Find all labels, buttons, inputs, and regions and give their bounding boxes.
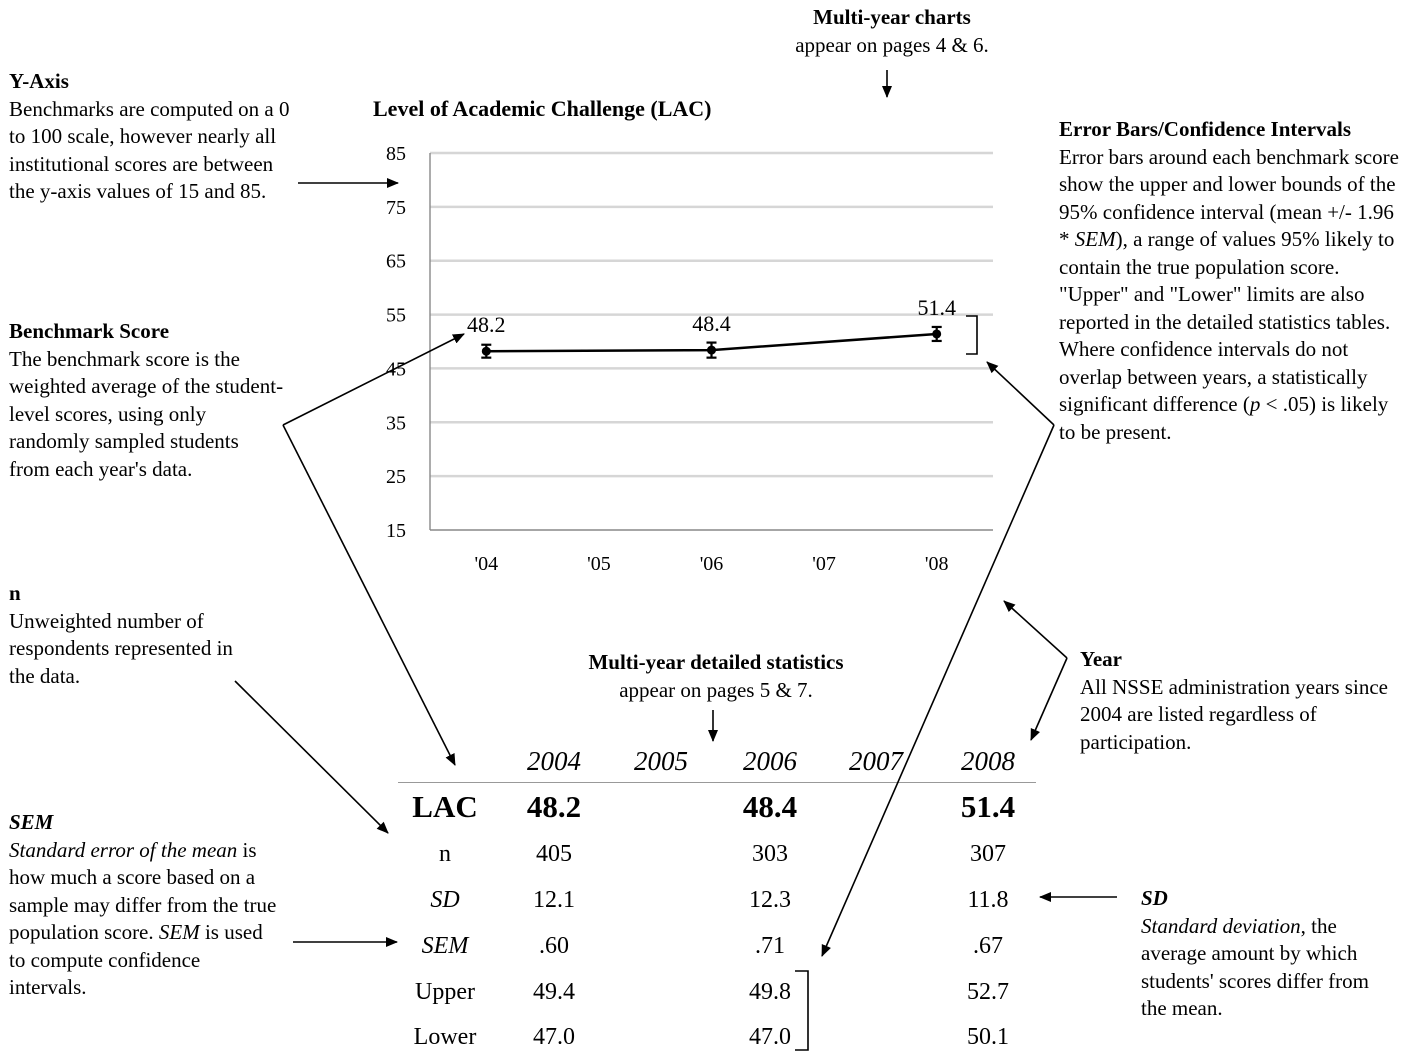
- year-header-2006: 2006: [743, 746, 797, 776]
- y-tick-label: 15: [386, 520, 406, 542]
- chart-y-ticks: 15 25 35 45 55 65 75 85: [386, 143, 406, 542]
- sd-annotation-title: SD: [1141, 886, 1168, 910]
- year-header-2007: 2007: [849, 746, 903, 776]
- sem-annotation-text-a: Standard error of the mean: [9, 837, 238, 862]
- y-tick-label: 45: [386, 358, 406, 380]
- table-cell: 49.8: [749, 979, 791, 1005]
- table-cell: 52.7: [967, 979, 1009, 1005]
- chart-x-ticks: '04 '05 '06 '07 '08: [474, 553, 948, 575]
- data-point: [481, 346, 491, 356]
- table-cell: 50.1: [967, 1024, 1009, 1050]
- data-label: 48.4: [692, 311, 731, 336]
- arrow-year-to-chart: [1003, 600, 1068, 659]
- n-annotation-title: n: [9, 581, 21, 605]
- year-annotation: Year All NSSE administration years since…: [1080, 646, 1390, 756]
- error-bars-title: Error Bars/Confidence Intervals: [1059, 117, 1352, 141]
- yaxis-annotation: Y-Axis Benchmarks are computed on a 0 to…: [9, 68, 304, 206]
- data-point: [707, 345, 716, 355]
- row-label-lower: Lower: [413, 1024, 477, 1050]
- error-bars-text-b: SEM: [1074, 227, 1116, 251]
- yaxis-annotation-title: Y-Axis: [9, 69, 69, 93]
- table-cell: 405: [536, 841, 572, 867]
- error-bars-text-d: p: [1249, 392, 1261, 416]
- n-annotation: n Unweighted number of respondents repre…: [9, 580, 254, 690]
- table-cell: 11.8: [967, 887, 1009, 913]
- table-cell: 48.2: [526, 789, 582, 824]
- table-cell: 47.0: [533, 1024, 575, 1050]
- multiyear-stats-title: Multi-year detailed statistics: [588, 650, 844, 674]
- multiyear-charts-text: appear on pages 4 & 6.: [795, 32, 989, 57]
- y-tick-label: 75: [386, 197, 406, 219]
- sem-annotation-text-b: is how much a score based on a sample ma…: [9, 837, 277, 945]
- year-annotation-text: All NSSE administration years since 2004…: [1080, 674, 1388, 754]
- y-tick-label: 85: [386, 143, 406, 165]
- y-tick-label: 65: [386, 251, 406, 273]
- table-cell: .67: [973, 933, 1003, 959]
- sem-annotation-text-c: SEM: [158, 920, 200, 944]
- stats-header-divider: [398, 782, 1036, 783]
- table-cell: 48.4: [742, 789, 798, 824]
- error-bars-text-a: Error bars around each benchmark score s…: [1059, 144, 1399, 252]
- benchmark-annotation: Benchmark Score The benchmark score is t…: [9, 318, 284, 483]
- benchmark-annotation-title: Benchmark Score: [9, 319, 170, 343]
- bracket-table-upper-lower: [795, 970, 809, 1051]
- sd-annotation-text-a: Standard deviation: [1141, 913, 1301, 938]
- table-cell: 49.4: [533, 979, 575, 1005]
- table-cell: 303: [752, 841, 788, 867]
- year-header-2005: 2005: [634, 746, 688, 776]
- chart-title: Level of Academic Challenge (LAC): [373, 96, 712, 121]
- error-bars-annotation: Error Bars/Confidence Intervals Error ba…: [1059, 116, 1399, 446]
- error-bars-text-e: < .05) is likely to be present.: [1059, 392, 1389, 444]
- x-tick-label: '04: [474, 553, 498, 575]
- error-bars-text-c: ), a range of values 95% likely to conta…: [1059, 227, 1395, 416]
- arrow-year-to-table: [1030, 657, 1068, 741]
- sem-annotation-title: SEM: [9, 810, 54, 834]
- row-label-upper: Upper: [415, 979, 475, 1005]
- table-cell: 47.0: [749, 1024, 791, 1050]
- y-tick-label: 25: [386, 466, 406, 488]
- sd-annotation: SD Standard deviation, the average amoun…: [1141, 885, 1376, 1023]
- multiyear-charts-annotation: Multi-year charts appear on pages 4 & 6.: [752, 4, 1032, 59]
- table-cell: 51.4: [960, 789, 1016, 824]
- sem-annotation: SEM Standard error of the mean is how mu…: [9, 809, 279, 1002]
- table-cell: .71: [755, 933, 785, 959]
- n-annotation-text: Unweighted number of respondents represe…: [9, 608, 233, 688]
- data-label: 51.4: [917, 295, 956, 320]
- data-point: [932, 329, 942, 339]
- lac-chart: Level of Academic Challenge (LAC) 15 25 35…: [373, 96, 993, 575]
- data-label: 48.2: [467, 312, 506, 337]
- row-label-lac: LAC: [412, 789, 478, 824]
- sem-annotation-text-d: is used to compute confidence intervals.: [9, 920, 263, 999]
- table-cell: .60: [539, 933, 569, 959]
- row-label-sem: SEM: [421, 933, 469, 959]
- y-tick-label: 55: [386, 305, 406, 327]
- multiyear-stats-annotation: Multi-year detailed statistics appear on…: [556, 649, 876, 704]
- sd-annotation-text-b: , the average amount by which students' …: [1141, 913, 1369, 1021]
- table-cell: 307: [970, 841, 1006, 867]
- multiyear-charts-title: Multi-year charts: [813, 5, 971, 29]
- year-header-2004: 2004: [527, 746, 581, 776]
- row-label-sd: SD: [430, 887, 460, 913]
- year-annotation-title: Year: [1080, 647, 1122, 671]
- benchmark-annotation-text: The benchmark score is the weighted aver…: [9, 346, 284, 481]
- x-tick-label: '05: [587, 553, 611, 575]
- yaxis-annotation-text: Benchmarks are computed on a 0 to 100 sc…: [9, 96, 290, 204]
- row-label-n: n: [439, 841, 451, 867]
- x-tick-label: '08: [925, 553, 949, 575]
- table-cell: 12.1: [533, 887, 575, 913]
- table-cell: 12.3: [749, 887, 791, 913]
- x-tick-label: '06: [700, 553, 724, 575]
- chart-series: 48.2 48.4 51.4: [467, 295, 956, 359]
- year-header-2008: 2008: [961, 746, 1015, 776]
- y-tick-label: 35: [386, 412, 406, 434]
- multiyear-stats-text: appear on pages 5 & 7.: [619, 677, 813, 702]
- x-tick-label: '07: [812, 553, 836, 575]
